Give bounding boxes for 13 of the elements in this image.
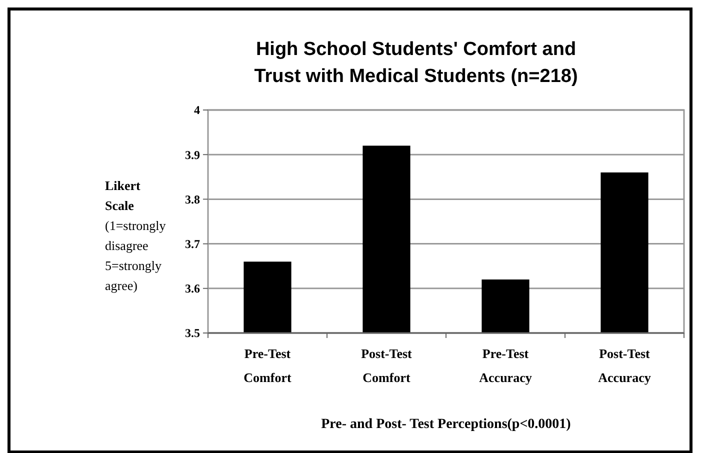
x-axis-title: Pre- and Post- Test Perceptions(p<0.0001) <box>321 417 572 432</box>
y-tick-label: 3.7 <box>185 237 200 251</box>
x-tick-label: Post-Test Accuracy <box>598 346 652 385</box>
y-axis-title: Likert Scale (1=strongly disagree 5=strongly agree) <box>105 178 166 293</box>
y-tick-label: 3.9 <box>185 148 200 162</box>
y-tick-label: 3.5 <box>185 326 200 340</box>
chart-title: High School Students' Comfort and Trust with Medical Students (n=218) <box>254 39 578 87</box>
x-tick-label: Post-Test Comfort <box>361 346 413 385</box>
x-tick-label: Pre-Test Comfort <box>244 346 292 385</box>
y-tick-label: 3.6 <box>185 282 200 296</box>
y-tick-label: 3.8 <box>185 192 200 206</box>
y-tick-label: 4 <box>194 103 200 118</box>
x-tick-label: Pre-Test Accuracy <box>479 346 532 385</box>
